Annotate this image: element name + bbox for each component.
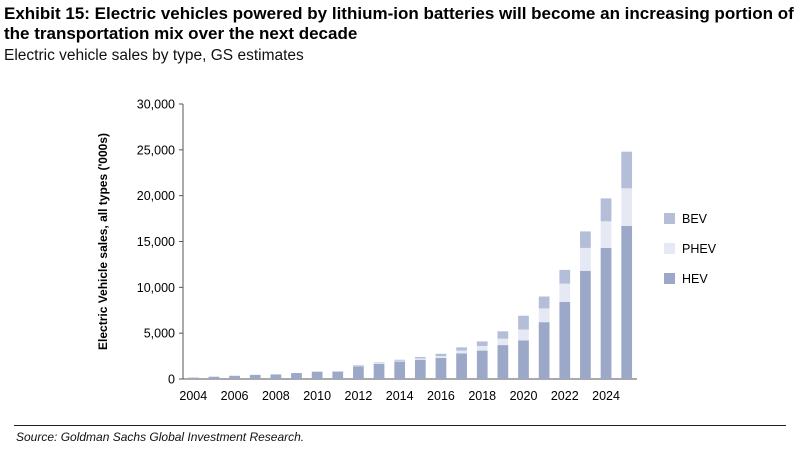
bar-segment-hev bbox=[332, 371, 344, 379]
y-axis-title: Electric Vehicle sales, all types ('000s… bbox=[96, 133, 110, 350]
x-tick-label: 2016 bbox=[427, 389, 455, 403]
footer-divider bbox=[14, 425, 786, 426]
bar-segment-bev bbox=[394, 359, 406, 361]
x-tick-label: 2008 bbox=[262, 389, 290, 403]
x-tick-label: 2024 bbox=[592, 389, 620, 403]
bar-segment-hev bbox=[497, 345, 509, 379]
y-tick-label: 5,000 bbox=[144, 327, 175, 341]
bar-segment-bev bbox=[476, 341, 488, 346]
x-tick-label: 2006 bbox=[221, 389, 249, 403]
bar-segment-hev bbox=[249, 374, 261, 379]
y-tick-label: 10,000 bbox=[137, 281, 175, 295]
legend-swatch-phev bbox=[664, 243, 675, 254]
bar-segment-bev bbox=[559, 269, 571, 284]
bar-segment-phev bbox=[538, 308, 550, 323]
bar-segment-hev bbox=[187, 377, 199, 379]
bar-segment-hev bbox=[394, 361, 406, 379]
x-tick-label: 2022 bbox=[551, 389, 579, 403]
bar-segment-bev bbox=[518, 315, 529, 330]
bar-segment-hev bbox=[229, 375, 240, 379]
bar-segment-hev bbox=[270, 374, 282, 379]
bar-segment-bev bbox=[456, 347, 467, 351]
bar-segment-phev bbox=[518, 329, 529, 341]
source-note: Source: Goldman Sachs Global Investment … bbox=[16, 430, 305, 444]
bar-segment-bev bbox=[600, 198, 612, 222]
x-axis: 2004 2006 2008 2010 2012 2014 2016 2018 2020 2022… bbox=[179, 378, 637, 403]
bar-segment-bev bbox=[497, 331, 509, 339]
legend-swatch-bev bbox=[664, 213, 675, 224]
bar-segment-hev bbox=[373, 363, 385, 379]
x-tick-label: 2020 bbox=[510, 389, 538, 403]
bar-segment-phev bbox=[580, 247, 591, 271]
y-axis: 0 5,000 10,000 15,000 20,000 25,000 30,000 bbox=[137, 98, 184, 387]
chart-title: Exhibit 15: Electric vehicles powered by… bbox=[4, 4, 794, 43]
bar-segment-hev bbox=[353, 366, 364, 379]
legend-label-phev: PHEV bbox=[682, 242, 717, 256]
bar-segment-hev bbox=[311, 371, 323, 379]
bar-segment-phev bbox=[353, 365, 364, 367]
y-tick-label: 30,000 bbox=[137, 98, 175, 112]
bar-segment-hev bbox=[291, 373, 302, 379]
bars bbox=[187, 151, 633, 379]
bar-segment-hev bbox=[518, 340, 529, 379]
stacked-bar-chart: 0 5,000 10,000 15,000 20,000 25,000 30,000 200… bbox=[96, 98, 717, 404]
x-tick-label: 2018 bbox=[468, 389, 496, 403]
y-tick-label: 20,000 bbox=[137, 189, 175, 203]
y-tick-label: 15,000 bbox=[137, 235, 175, 249]
legend-swatch-hev bbox=[664, 273, 675, 284]
bar-segment-phev bbox=[600, 221, 612, 248]
x-tick-label: 2014 bbox=[386, 389, 414, 403]
legend: BEV PHEV HEV bbox=[664, 212, 717, 286]
bar-segment-bev bbox=[538, 296, 550, 309]
bar-segment-phev bbox=[559, 283, 571, 302]
bar-segment-hev bbox=[208, 376, 220, 379]
bar-segment-bev bbox=[373, 362, 385, 364]
bar-segment-phev bbox=[456, 350, 467, 354]
x-tick-label: 2012 bbox=[345, 389, 373, 403]
x-tick-label: 2004 bbox=[179, 389, 207, 403]
bar-segment-hev bbox=[456, 353, 467, 379]
bar-segment-hev bbox=[538, 322, 550, 379]
bar-segment-bev bbox=[353, 365, 364, 366]
bar-segment-phev bbox=[435, 356, 447, 358]
bar-segment-bev bbox=[621, 151, 633, 189]
bar-segment-hev bbox=[600, 247, 612, 379]
x-tick-label: 2010 bbox=[303, 389, 331, 403]
bar-segment-hev bbox=[435, 357, 447, 379]
bar-segment-hev bbox=[580, 270, 591, 379]
bar-segment-bev bbox=[580, 231, 591, 248]
bar-segment-phev bbox=[414, 358, 426, 360]
bar-segment-phev bbox=[497, 338, 509, 346]
chart-subtitle: Electric vehicle sales by type, GS estim… bbox=[4, 47, 304, 64]
bar-segment-hev bbox=[621, 225, 633, 379]
legend-label-bev: BEV bbox=[682, 212, 708, 226]
bar-segment-hev bbox=[559, 302, 571, 379]
bar-segment-hev bbox=[476, 350, 488, 379]
bar-segment-phev bbox=[394, 360, 406, 362]
y-tick-label: 0 bbox=[168, 373, 175, 387]
bar-segment-phev bbox=[373, 363, 385, 364]
bar-segment-bev bbox=[332, 371, 344, 372]
y-tick-label: 25,000 bbox=[137, 143, 175, 157]
bar-segment-bev bbox=[414, 357, 426, 359]
bar-segment-phev bbox=[621, 188, 633, 226]
legend-label-hev: HEV bbox=[682, 272, 708, 286]
bar-segment-hev bbox=[414, 359, 426, 379]
bar-segment-phev bbox=[476, 346, 488, 351]
bar-segment-bev bbox=[435, 353, 447, 357]
